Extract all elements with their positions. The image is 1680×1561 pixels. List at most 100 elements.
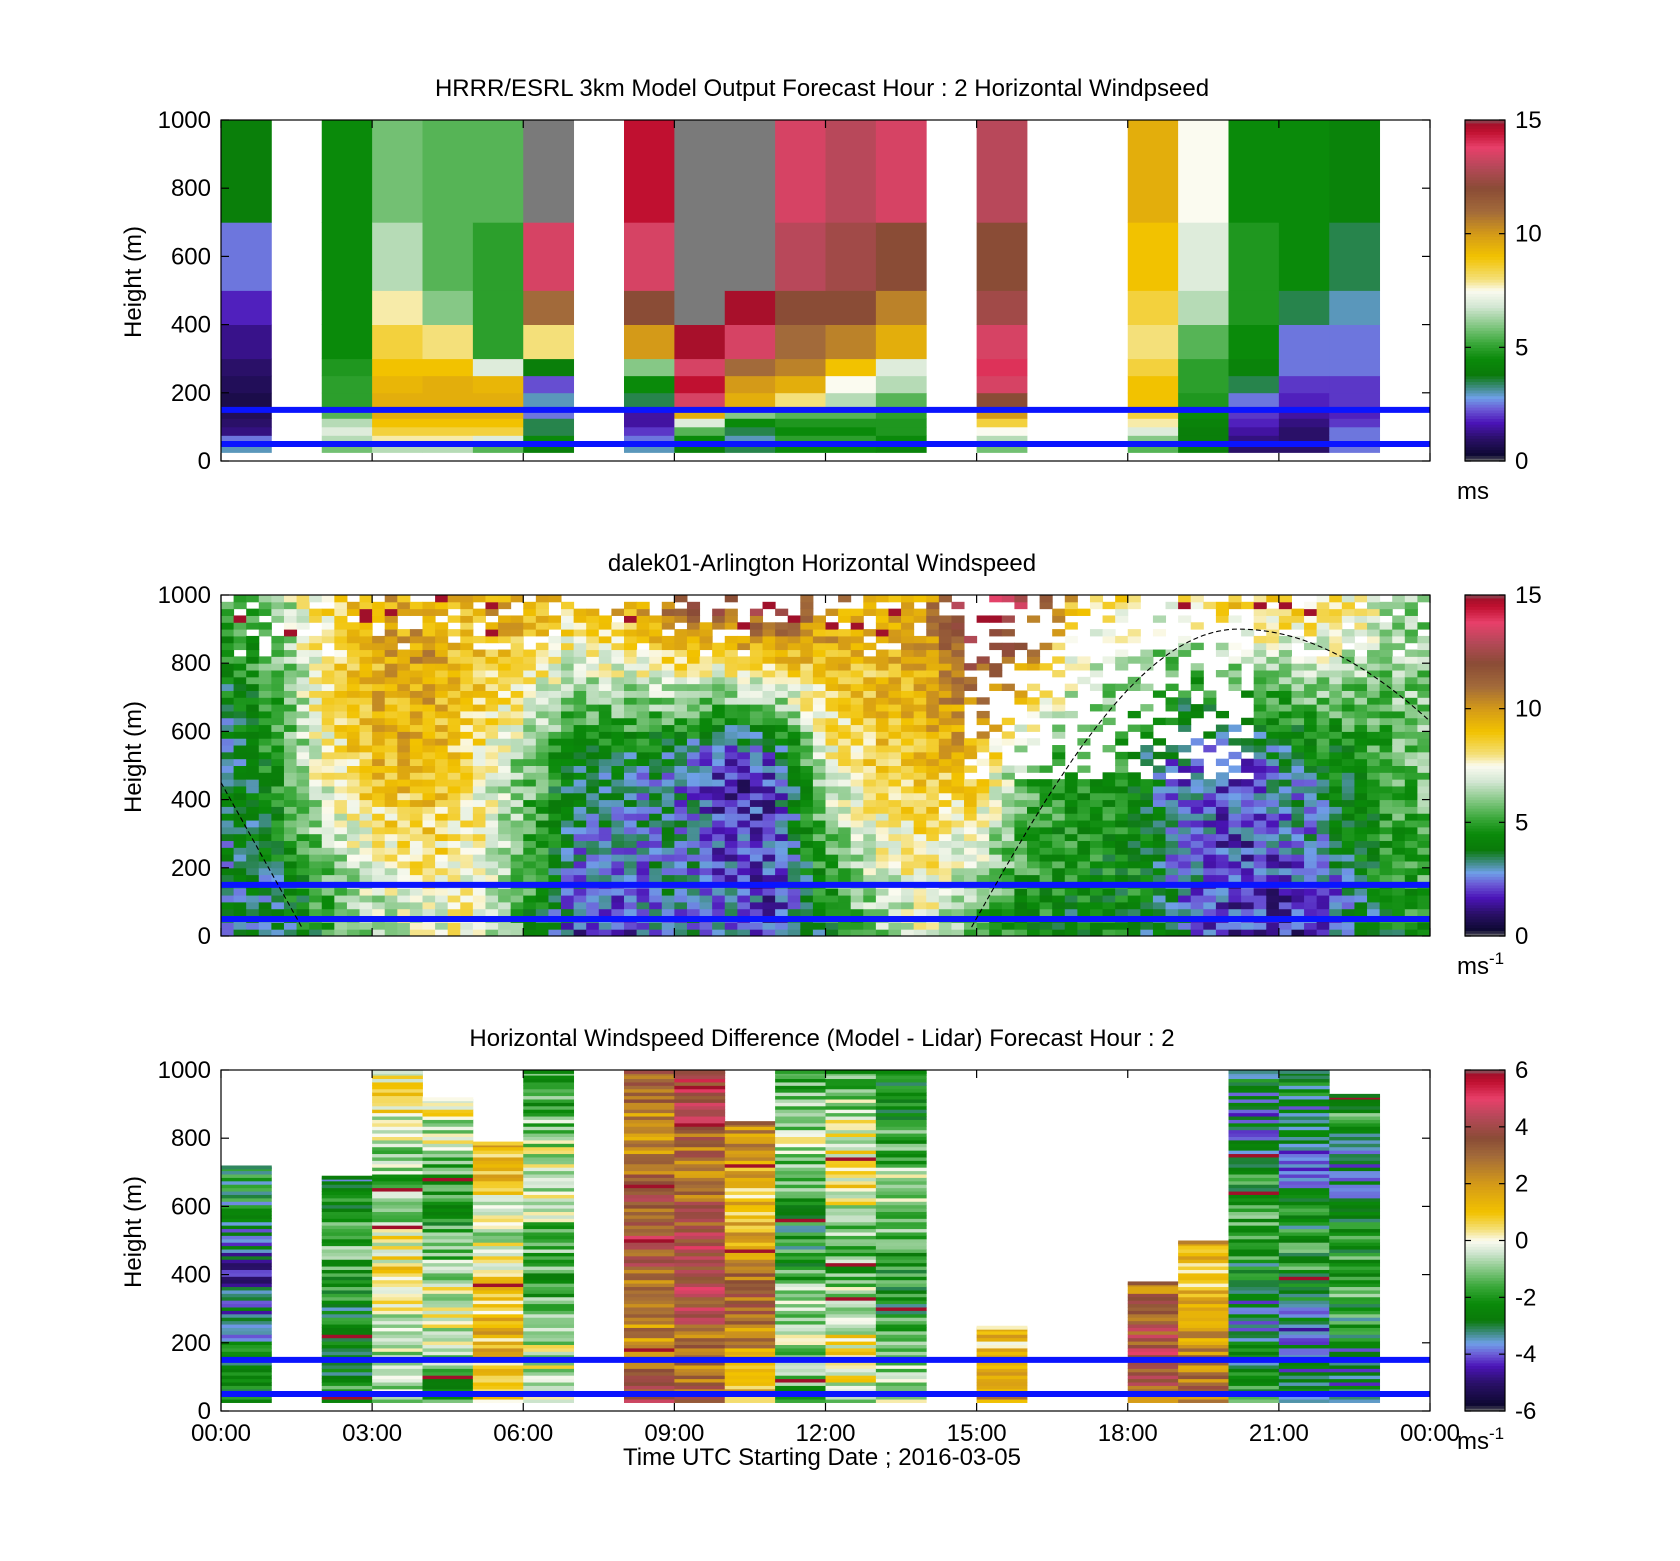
lidar-cell (838, 608, 852, 616)
lidar-cell (309, 635, 323, 644)
lidar-cell (523, 785, 537, 794)
lidar-cell (523, 615, 537, 623)
lidar-cell (1165, 908, 1179, 917)
lidar-cell (775, 724, 789, 732)
lidar-cell (283, 676, 298, 685)
lidar-cell (548, 854, 562, 862)
lidar-cell (686, 601, 701, 610)
lidar-cell (1379, 895, 1393, 903)
lidar-cell (359, 601, 373, 610)
lidar-cell (359, 792, 373, 801)
lidar-cell (649, 847, 663, 855)
model-cell (674, 418, 726, 428)
lidar-cell (1253, 608, 1267, 616)
lidar-cell (800, 717, 814, 726)
lidar-cell (535, 751, 549, 760)
lidar-cell (875, 656, 889, 664)
lidar-cell (1102, 867, 1116, 876)
lidar-cell (926, 656, 940, 664)
colorbar-swatch (1465, 281, 1505, 286)
lidar-cell (926, 601, 940, 610)
lidar-cell (913, 867, 927, 876)
lidar-cell (1253, 799, 1267, 807)
lidar-cell (422, 704, 436, 712)
lidar-cell (586, 840, 600, 848)
lidar-cell (598, 765, 612, 773)
lidar-cell (611, 867, 625, 876)
lidar-cell (976, 710, 990, 719)
colorbar-swatch (1465, 884, 1505, 889)
lidar-cell (409, 860, 423, 869)
lidar-cell (246, 888, 260, 896)
lidar-cell (800, 690, 814, 698)
lidar-cell (712, 888, 726, 896)
lidar-cell (1354, 792, 1368, 801)
lidar-cell (510, 860, 524, 869)
colorbar-swatch (1465, 850, 1505, 855)
lidar-cell (1077, 765, 1091, 773)
lidar-cell (951, 629, 965, 637)
lidar-cell (787, 697, 801, 705)
lidar-cell (1027, 929, 1041, 937)
lidar-cell (649, 690, 663, 698)
lidar-cell (1165, 799, 1179, 807)
lidar-cell (825, 710, 839, 719)
lidar-cell (460, 690, 474, 698)
lidar-cell (523, 888, 537, 896)
lidar-cell (472, 792, 486, 801)
lidar-cell (938, 704, 952, 712)
lidar-cell (825, 860, 839, 869)
lidar-cell (762, 888, 776, 896)
lidar-cell (1215, 813, 1229, 821)
lidar-cell (1253, 813, 1267, 821)
lidar-cell (1266, 608, 1280, 616)
lidar-cell (686, 710, 701, 719)
lidar-cell (787, 888, 801, 896)
lidar-cell (598, 731, 612, 739)
lidar-cell (712, 758, 726, 766)
lidar-cell (1392, 854, 1406, 862)
panel-model-reference-lines (221, 406, 1430, 447)
lidar-cell (674, 751, 688, 760)
lidar-cell (1203, 779, 1217, 787)
lidar-cell (1392, 867, 1406, 876)
lidar-cell (888, 731, 902, 739)
lidar-cell (535, 799, 549, 807)
lidar-cell (812, 758, 826, 766)
lidar-cell (1178, 895, 1192, 903)
lidar-cell (1102, 792, 1116, 801)
colorbar-swatch (1465, 930, 1505, 934)
lidar-cell (624, 806, 638, 814)
lidar-cell (561, 785, 575, 794)
y-tick-label: 600 (171, 243, 211, 270)
lidar-cell (283, 704, 298, 712)
lidar-cell (825, 772, 839, 780)
lidar-cell (1404, 697, 1418, 705)
lidar-cell (913, 608, 927, 616)
lidar-cell (283, 608, 298, 616)
lidar-cell (586, 895, 600, 903)
lidar-cell (510, 595, 524, 603)
lidar-cell (346, 670, 361, 678)
lidar-cell (485, 888, 499, 896)
difference-cell (321, 1283, 373, 1288)
lidar-cell (1367, 601, 1381, 610)
lidar-cell (472, 704, 486, 712)
lidar-cell (1354, 710, 1368, 719)
lidar-cell (1404, 901, 1418, 910)
lidar-cell (611, 806, 625, 814)
difference-cell (221, 1303, 272, 1308)
lidar-cell (372, 874, 386, 882)
lidar-cell (1178, 765, 1192, 773)
lidar-cell (1014, 874, 1028, 882)
lidar-cell (573, 901, 587, 910)
lidar-cell (309, 663, 323, 671)
lidar-cell (598, 860, 612, 869)
lidar-cell (372, 704, 386, 712)
model-cell (1329, 222, 1381, 291)
lidar-cell (636, 690, 650, 698)
lidar-cell (712, 860, 726, 869)
colorbar-swatch (1465, 125, 1505, 130)
lidar-cell (498, 663, 512, 671)
lidar-cell (1354, 608, 1368, 616)
